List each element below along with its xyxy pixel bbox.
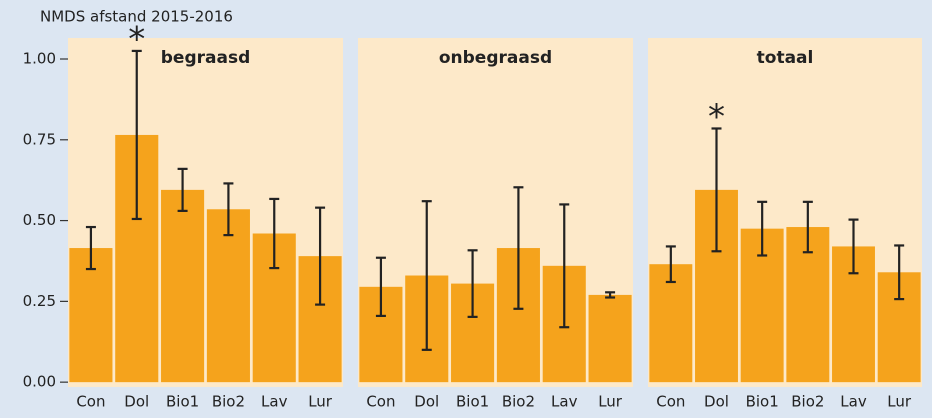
- bar: [649, 264, 693, 383]
- panel-title: begraasd: [161, 48, 250, 68]
- x-tick-label: Dol: [704, 393, 729, 411]
- error-bar: [848, 218, 859, 275]
- panel: [648, 38, 922, 387]
- x-tick-label: Bio2: [791, 393, 824, 411]
- error-bar: [85, 225, 96, 271]
- x-tick-label: Bio1: [456, 393, 489, 411]
- x-tick-label: Lur: [598, 393, 623, 411]
- error-bar: [711, 127, 722, 253]
- panel-title: onbegraasd: [439, 48, 552, 68]
- x-tick-label: Lav: [261, 393, 288, 411]
- y-tick-label: 1.00: [23, 50, 56, 68]
- y-tick-label: 0.00: [23, 373, 56, 391]
- x-tick-label: Bio2: [502, 393, 535, 411]
- y-axis-title: NMDS afstand 2015-2016: [40, 8, 233, 26]
- x-tick-label: Dol: [414, 393, 439, 411]
- x-tick-label: Lav: [551, 393, 578, 411]
- x-tick-label: Con: [366, 393, 395, 411]
- x-tick-label: Con: [76, 393, 105, 411]
- x-tick-label: Dol: [124, 393, 149, 411]
- error-bar: [223, 182, 234, 237]
- panel: [358, 38, 633, 387]
- error-bar: [513, 186, 524, 310]
- x-tick-label: Lur: [887, 393, 912, 411]
- x-tick-label: Bio1: [746, 393, 779, 411]
- x-tick-label: Con: [656, 393, 685, 411]
- y-tick-label: 0.25: [23, 292, 56, 310]
- x-tick-label: Lav: [840, 393, 867, 411]
- error-bar: [177, 167, 188, 212]
- error-bar: [315, 206, 326, 306]
- panel-title: totaal: [757, 48, 814, 68]
- x-tick-label: Bio1: [166, 393, 199, 411]
- panel: [68, 38, 343, 387]
- y-tick-label: 0.50: [23, 211, 56, 229]
- error-bar: [559, 203, 570, 329]
- error-bar: [757, 200, 768, 257]
- error-bar: [605, 291, 616, 299]
- bar: [161, 189, 205, 383]
- error-bar: [421, 200, 432, 351]
- error-bar: [375, 256, 386, 318]
- error-bar: [802, 200, 813, 254]
- annotation: *: [708, 97, 725, 137]
- annotation: *: [128, 19, 145, 59]
- error-bar: [894, 244, 905, 301]
- error-bar: [467, 249, 478, 318]
- error-bar: [269, 197, 280, 270]
- y-tick-label: 0.75: [23, 130, 56, 148]
- error-bar: [131, 49, 142, 221]
- x-tick-label: Lur: [308, 393, 333, 411]
- bar: [69, 248, 113, 383]
- bar: [588, 294, 632, 383]
- x-tick-label: Bio2: [212, 393, 245, 411]
- error-bar: [665, 245, 676, 284]
- bar: [206, 209, 250, 383]
